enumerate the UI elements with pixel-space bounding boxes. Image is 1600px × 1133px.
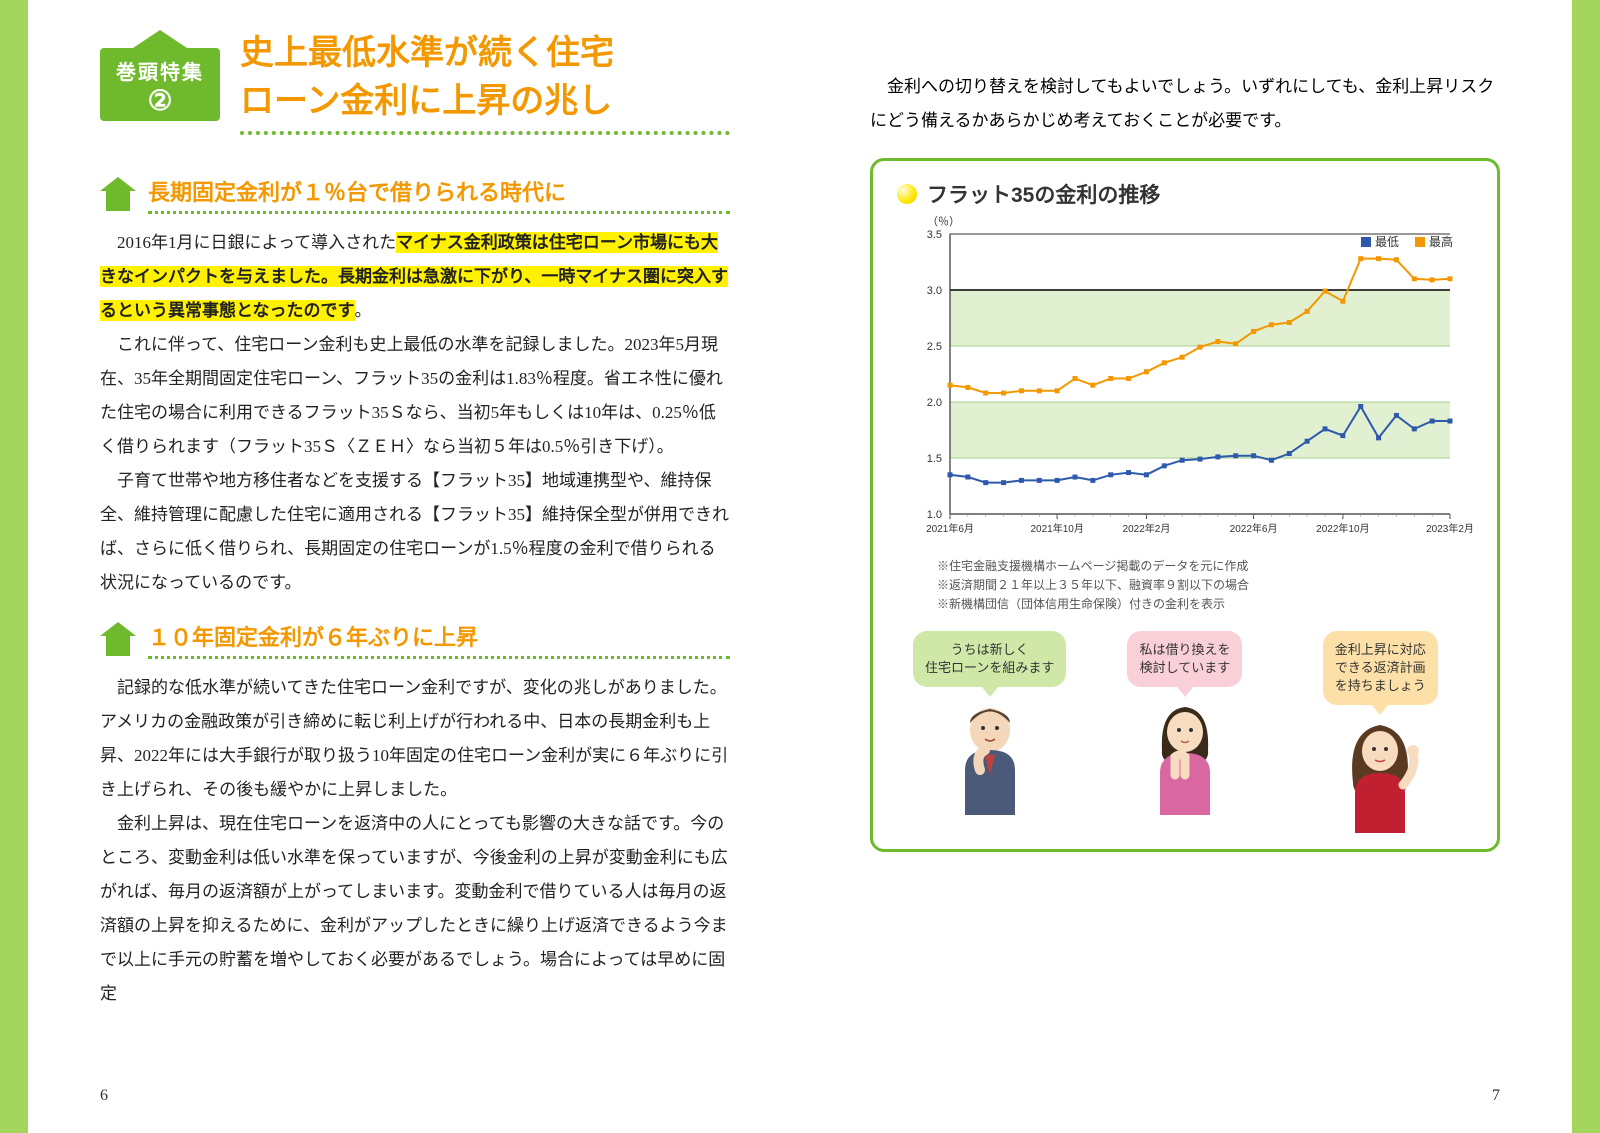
woman2-icon <box>1325 713 1435 833</box>
right-page: 金利への切り替えを検討してもよいでしょう。いずれにしても、金利上昇リスクにどう備… <box>800 0 1600 1133</box>
people-row: うちは新しく住宅ローンを組みます 私は借り換えを検討しています <box>897 631 1473 834</box>
chart-notes: ※住宅金融支援機構ホームページ掲載のデータを元に作成 ※返済期間２１年以上３５年… <box>937 557 1473 615</box>
badge-label: 巻頭特集 <box>110 56 210 85</box>
section1-para3: 子育て世帯や地方移住者などを支援する【フラット35】地域連携型や、維持保全、維持… <box>100 464 730 600</box>
chart-box: フラット35の金利の推移 （％） 1.0 1.5 2.0 2.5 3.0 3.5 2021年… <box>870 158 1500 852</box>
svg-text:3.5: 3.5 <box>927 229 942 241</box>
arrow-up-icon <box>100 177 136 213</box>
page-number-right: 7 <box>1492 1087 1500 1105</box>
p1-pre: 2016年1月に日銀によって導入された <box>100 233 396 252</box>
svg-text:2022年10月: 2022年10月 <box>1316 522 1369 535</box>
svg-text:2.5: 2.5 <box>927 341 942 353</box>
section1-title: 長期固定金利が１％台で借りられる時代に <box>148 175 730 214</box>
y-unit-label: （％） <box>927 213 960 229</box>
arrow-up-icon <box>100 622 136 658</box>
svg-text:1.0: 1.0 <box>927 509 942 521</box>
legend-high: 最高 <box>1429 233 1453 250</box>
svg-text:2023年2月: 2023年2月 <box>1426 522 1473 535</box>
line-chart: 1.0 1.5 2.0 2.5 3.0 3.5 2021年6月 2021年10月 2022年2月… <box>897 219 1473 549</box>
badge-number: ② <box>110 87 210 115</box>
svg-text:3.0: 3.0 <box>927 285 942 297</box>
section1-head: 長期固定金利が１％台で借りられる時代に <box>100 175 730 214</box>
title-line2: ローン金利に上昇の兆し <box>240 82 612 120</box>
main-title: 史上最低水準が続く住宅 ローン金利に上昇の兆し <box>240 30 730 135</box>
bubble2: 私は借り換えを検討しています <box>1127 631 1242 687</box>
p1-post: 。 <box>355 301 372 320</box>
man-icon <box>935 695 1045 815</box>
note1: ※住宅金融支援機構ホームページ掲載のデータを元に作成 <box>937 557 1473 576</box>
page-number-left: 6 <box>100 1087 108 1105</box>
svg-text:2022年6月: 2022年6月 <box>1230 522 1278 535</box>
left-page: 巻頭特集 ② 史上最低水準が続く住宅 ローン金利に上昇の兆し 長期固定金利が１％… <box>0 0 800 1133</box>
bubble1: うちは新しく住宅ローンを組みます <box>913 631 1066 687</box>
bubble3: 金利上昇に対応できる返済計画を持ちましょう <box>1323 631 1438 706</box>
chart-title: フラット35の金利の推移 <box>927 179 1160 209</box>
bullet-icon <box>897 184 917 204</box>
title-line1: 史上最低水準が続く住宅 <box>240 34 614 72</box>
section2-para1: 記録的な低水準が続いてきた住宅ローン金利ですが、変化の兆しがありました。アメリカ… <box>100 671 730 807</box>
note2: ※返済期間２１年以上３５年以下、融資率９割以下の場合 <box>937 576 1473 595</box>
right-intro-text: 金利への切り替えを検討してもよいでしょう。いずれにしても、金利上昇リスクにどう備… <box>870 70 1500 138</box>
header: 巻頭特集 ② 史上最低水準が続く住宅 ローン金利に上昇の兆し <box>100 30 730 135</box>
note3: ※新機構団信（団体信用生命保険）付きの金利を表示 <box>937 595 1473 614</box>
chart-area: （％） 1.01.52.02.53.03.52021年6月2021年10月202… <box>897 219 1473 549</box>
feature-badge: 巻頭特集 ② <box>100 30 220 121</box>
person2: 私は借り換えを検討しています <box>1105 631 1265 815</box>
legend-low: 最低 <box>1375 233 1399 250</box>
svg-text:2021年10月: 2021年10月 <box>1030 522 1083 535</box>
section2-head: １０年固定金利が６年ぶりに上昇 <box>100 620 730 659</box>
svg-text:2022年2月: 2022年2月 <box>1123 522 1171 535</box>
chart-legend: 最低 最高 <box>1361 233 1453 250</box>
section2-title: １０年固定金利が６年ぶりに上昇 <box>148 620 730 659</box>
person1: うちは新しく住宅ローンを組みます <box>910 631 1070 815</box>
section1-para1: 2016年1月に日銀によって導入されたマイナス金利政策は住宅ローン市場にも大きな… <box>100 226 730 328</box>
woman1-icon <box>1130 695 1240 815</box>
svg-text:2.0: 2.0 <box>927 397 942 409</box>
section1-para2: これに伴って、住宅ローン金利も史上最低の水準を記録しました。2023年5月現在、… <box>100 328 730 464</box>
svg-text:1.5: 1.5 <box>927 453 942 465</box>
section2-para2: 金利上昇は、現在住宅ローンを返済中の人にとっても影響の大きな話です。今のところ、… <box>100 807 730 1011</box>
svg-text:2021年6月: 2021年6月 <box>926 522 974 535</box>
person3: 金利上昇に対応できる返済計画を持ちましょう <box>1300 631 1460 834</box>
